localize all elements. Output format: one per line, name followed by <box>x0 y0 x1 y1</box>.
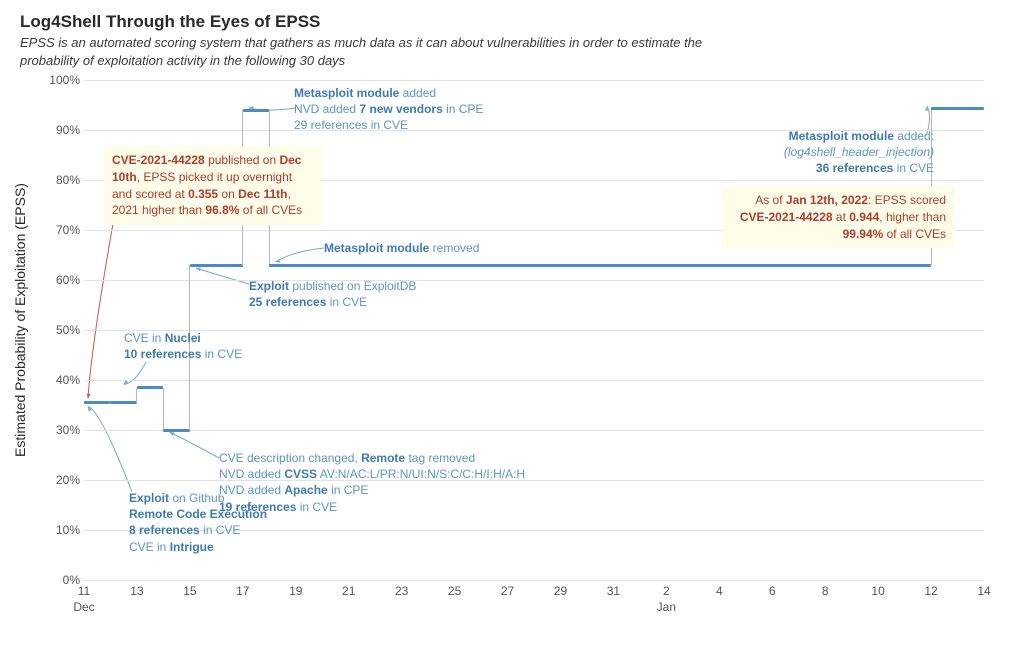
x-tick-label: 17 <box>236 584 249 598</box>
annotation-callout: Metasploit module added:(log4shell_heade… <box>744 128 934 177</box>
x-tick-label: 15 <box>183 584 196 598</box>
step-connector <box>163 388 164 431</box>
y-tick-label: 10% <box>48 523 80 537</box>
annotation-callout: CVE in Nuclei10 references in CVE <box>124 330 274 362</box>
x-tick-label: 29 <box>554 584 567 598</box>
x-tick-label: 8 <box>822 584 829 598</box>
chart-title: Log4Shell Through the Eyes of EPSS <box>20 12 1004 32</box>
chart-area: Estimated Probability of Exploitation (E… <box>60 70 1004 630</box>
y-tick-label: 80% <box>48 173 80 187</box>
x-tick-label: 19 <box>289 584 302 598</box>
gridline <box>84 80 984 81</box>
annotation-redbox: As of Jan 12th, 2022: EPSS scored CVE-20… <box>722 186 954 248</box>
step-segment <box>163 429 189 432</box>
plot-region: 0%10%20%30%40%50%60%70%80%90%100%11Dec13… <box>84 80 984 580</box>
y-tick-label: 0% <box>48 573 80 587</box>
x-tick-label: 12 <box>924 584 937 598</box>
annotation-callout: CVE description changed, Remote tag remo… <box>219 450 549 515</box>
x-tick-month: Dec <box>73 600 94 614</box>
gridline <box>84 380 984 381</box>
chart-container: Log4Shell Through the Eyes of EPSS EPSS … <box>0 0 1024 658</box>
annotation-callout: Exploit published on ExploitDB25 referen… <box>249 278 469 310</box>
gridline <box>84 430 984 431</box>
x-tick-label: 6 <box>769 584 776 598</box>
step-segment <box>137 386 163 389</box>
gridline <box>84 280 984 281</box>
x-tick-label: 23 <box>395 584 408 598</box>
chart-subtitle: EPSS is an automated scoring system that… <box>20 34 740 69</box>
y-tick-label: 70% <box>48 223 80 237</box>
annotation-callout: Metasploit module removed <box>324 240 544 256</box>
annotation-redbox: CVE-2021-44228 published on Dec 10th, EP… <box>104 146 322 225</box>
step-segment <box>269 264 931 267</box>
x-tick-label: 10 <box>871 584 884 598</box>
x-tick-month: Jan <box>657 600 676 614</box>
y-tick-label: 40% <box>48 373 80 387</box>
y-axis-label: Estimated Probability of Exploitation (E… <box>12 183 28 457</box>
x-tick-label: 21 <box>342 584 355 598</box>
gridline <box>84 580 984 581</box>
x-tick-label: 2 <box>663 584 670 598</box>
x-tick-label: 13 <box>130 584 143 598</box>
annotation-callout: Metasploit module addedNVD added 7 new v… <box>294 85 524 134</box>
y-tick-label: 30% <box>48 423 80 437</box>
step-segment <box>243 109 269 112</box>
step-connector <box>136 388 137 403</box>
x-tick-label: 14 <box>977 584 990 598</box>
step-segment <box>110 401 136 404</box>
step-segment <box>190 264 243 267</box>
x-tick-label: 25 <box>448 584 461 598</box>
y-tick-label: 90% <box>48 123 80 137</box>
y-tick-label: 100% <box>48 73 80 87</box>
x-tick-label: 4 <box>716 584 723 598</box>
x-tick-label: 11 <box>78 584 90 598</box>
y-tick-label: 60% <box>48 273 80 287</box>
step-segment <box>84 401 110 404</box>
step-segment <box>931 107 984 110</box>
x-tick-label: 31 <box>607 584 620 598</box>
y-tick-label: 50% <box>48 323 80 337</box>
y-tick-label: 20% <box>48 473 80 487</box>
x-tick-label: 27 <box>501 584 514 598</box>
